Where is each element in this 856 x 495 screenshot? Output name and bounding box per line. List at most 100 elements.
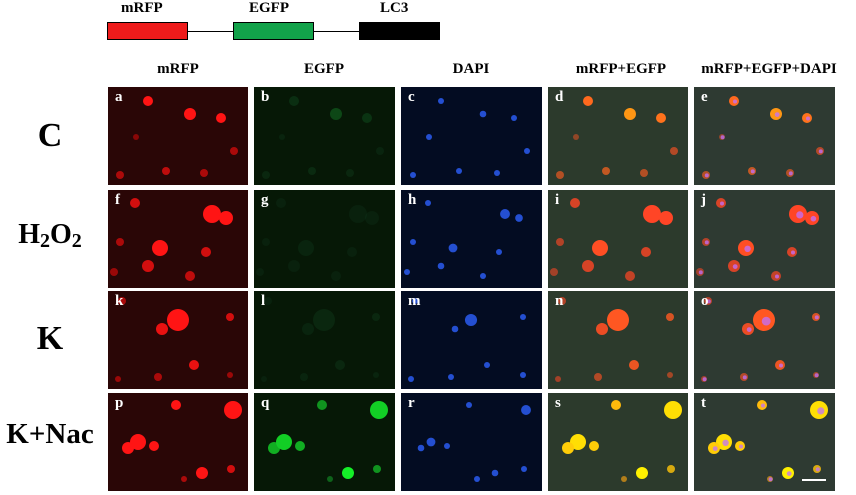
micrograph-panel-t: t [694,393,835,491]
cell-blob [317,400,327,410]
cell-blob [448,243,458,253]
cell-blob [196,467,208,479]
panel-letter: f [115,192,120,208]
cell-blob [167,309,189,331]
cell-blob [342,467,354,479]
cell-blob [556,238,564,246]
micrograph-panel-s: s [548,393,688,491]
cell-blob [558,297,566,305]
column-header-mrfp: mRFP [157,61,199,77]
micrograph-panel-e: e [694,87,835,185]
cell-blob [494,170,500,176]
cell-blob [327,476,333,482]
cell-blob [268,442,280,454]
cell-blob [496,249,502,255]
nucleus-blob [733,99,737,104]
cell-blob [115,376,121,382]
cell-blob [456,168,462,174]
panel-letter: h [408,192,417,208]
merge-cells-image [555,297,674,382]
cell-blob [417,444,425,452]
cell-blob [152,240,168,256]
nucleus-blob [720,201,724,206]
cell-blob [425,200,431,206]
construct-linker-1 [188,31,233,32]
cell-blob [562,442,574,454]
panel-letter: o [701,293,709,309]
cell-blob [625,271,635,281]
micrograph-panel-f: f [108,190,248,288]
nucleus-blob [704,173,709,178]
egfp-cells-image [261,297,380,382]
panel-letter: g [261,192,269,208]
panel-letter: r [408,395,415,411]
micrograph-panel-g: g [254,190,395,288]
micrograph-panel-p: p [108,393,248,491]
cell-blob [331,271,341,281]
row-label-h2o2: H2O2 [18,219,82,252]
micrograph-panel-j: j [694,190,835,288]
cell-blob [295,441,305,451]
cell-blob [298,240,314,256]
lc3-construct-label: LC3 [380,0,409,16]
cell-blob [666,313,674,321]
cell-blob [349,205,367,223]
nucleus-blob [796,211,804,219]
dapi-cells-image [410,98,530,178]
egfp-cells-image [256,198,379,281]
cell-blob [479,110,487,118]
cell-blob [184,108,196,120]
cell-blob [464,313,478,327]
nucleus-blob [698,270,703,275]
cell-blob [573,134,579,140]
cell-blob [607,309,629,331]
scale-bar [802,479,826,481]
cell-blob [256,268,264,276]
lc3-construct-box [359,22,440,40]
cell-blob [142,260,154,272]
cell-blob [130,198,140,208]
nucleus-blob [779,363,783,368]
column-header-egfp: EGFP [304,61,344,77]
cell-blob [370,401,388,419]
cell-blob [426,134,432,140]
nucleus-blob [775,274,779,279]
cell-blob [279,134,285,140]
cell-blob [437,262,445,270]
cell-blob [201,247,211,257]
column-header-merge: mRFP+EGFP [575,61,667,77]
cell-blob [621,476,627,482]
cell-blob [451,325,459,333]
micrograph-panel-b: b [254,87,395,185]
nucleus-blob [746,327,752,332]
cell-blob [346,169,354,177]
cell-blob [200,169,208,177]
cell-blob [130,434,146,450]
merge-cells-image [562,400,682,482]
cell-blob [300,373,308,381]
merge-dapi-cells-image [702,96,824,179]
micrograph-panel-i: i [548,190,688,288]
cell-blob [262,238,270,246]
nucleus-blob [788,171,793,176]
row-label-k-nac: K+Nac [6,418,94,450]
nucleus-blob [818,149,823,154]
cell-blob [154,373,162,381]
cell-blob [448,374,454,380]
micrograph-panel-m: m [401,291,542,389]
cell-blob [110,268,118,276]
cell-blob [641,247,651,257]
cell-blob [524,148,530,154]
cell-blob [556,171,564,179]
cell-blob [594,373,602,381]
cell-blob [643,205,661,223]
mrfp-cells-image [116,96,238,179]
nucleus-blob [744,245,751,252]
micrograph-panel-k: k [108,291,248,389]
cell-blob [474,476,480,482]
cell-blob [412,298,418,304]
cell-blob [596,323,608,335]
panel-letter: k [115,293,124,309]
micrograph-panel-c: c [401,87,542,185]
nucleus-blob [761,316,771,326]
